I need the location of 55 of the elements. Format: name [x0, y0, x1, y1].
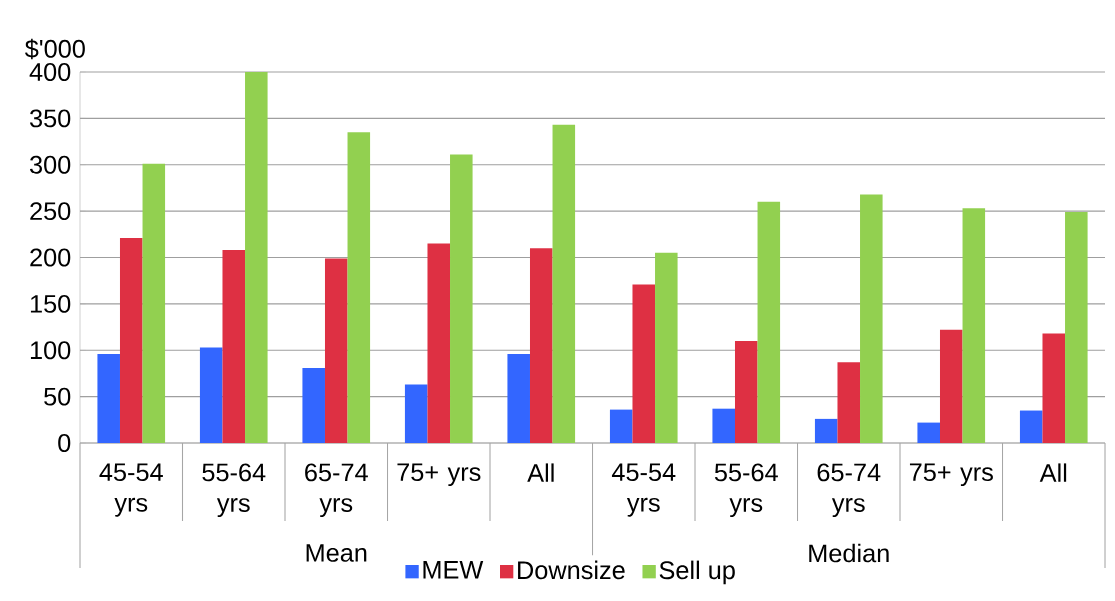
x-tick-label: 75+ yrs: [909, 463, 993, 487]
x-tick-label: 45-54 yrs: [611, 463, 676, 517]
y-axis-title: $'000: [24, 38, 85, 60]
x-tick-label: 45-54 yrs: [99, 463, 163, 517]
x-tick-label: 65-74 yrs: [305, 463, 368, 518]
y-tick-label: 0: [58, 434, 71, 452]
bar: [757, 201, 781, 443]
bar: [655, 252, 678, 443]
bar: [142, 163, 166, 443]
bar: [324, 258, 348, 443]
y-tick-label: 250: [30, 202, 71, 221]
bar: [222, 250, 246, 443]
bar: [837, 362, 861, 443]
y-tick-label: 50: [44, 387, 71, 406]
x-tick-label: 55-64 yrs: [202, 463, 266, 518]
bar: [814, 418, 838, 443]
bar: [552, 124, 576, 443]
bar: [199, 347, 223, 443]
bar: [245, 72, 268, 443]
bar: [302, 367, 325, 443]
y-tick-label: 150: [30, 294, 71, 313]
bar: [1042, 333, 1066, 443]
legend-label: Sell up: [659, 560, 735, 585]
bar: [97, 353, 120, 443]
bar: [609, 409, 633, 443]
y-tick-label: 100: [30, 341, 71, 360]
bar: [962, 208, 986, 443]
y-tick-label: 200: [30, 248, 71, 267]
legend-label: Downsize: [518, 560, 625, 580]
bar: [450, 154, 473, 443]
bar: [427, 243, 451, 443]
bar: [734, 340, 758, 443]
bar: [1065, 212, 1088, 443]
bar: [119, 238, 143, 443]
x-tick-label: 75+ yrs: [397, 463, 481, 487]
bar: [712, 408, 735, 443]
y-tick-label: 400: [29, 63, 71, 81]
x-tick-label: All: [527, 463, 554, 482]
bar: [860, 194, 883, 443]
text: Median: [809, 543, 889, 563]
bar: [507, 353, 530, 443]
bar: [917, 422, 940, 443]
bar: [632, 284, 656, 443]
x-tick-label: 65-74 yrs: [817, 463, 881, 518]
bar: [1019, 410, 1043, 443]
bar: [404, 384, 428, 443]
bar: [347, 132, 371, 443]
y-tick-label: 350: [29, 109, 71, 128]
legend-label: MEW: [423, 561, 484, 579]
x-tick-label: All: [1039, 463, 1067, 482]
x-tick-label: 55-64 yrs: [714, 463, 778, 518]
bar: [529, 248, 553, 443]
text: Mean: [306, 544, 367, 562]
y-tick-label: 300: [29, 155, 71, 174]
bar: [939, 329, 963, 443]
